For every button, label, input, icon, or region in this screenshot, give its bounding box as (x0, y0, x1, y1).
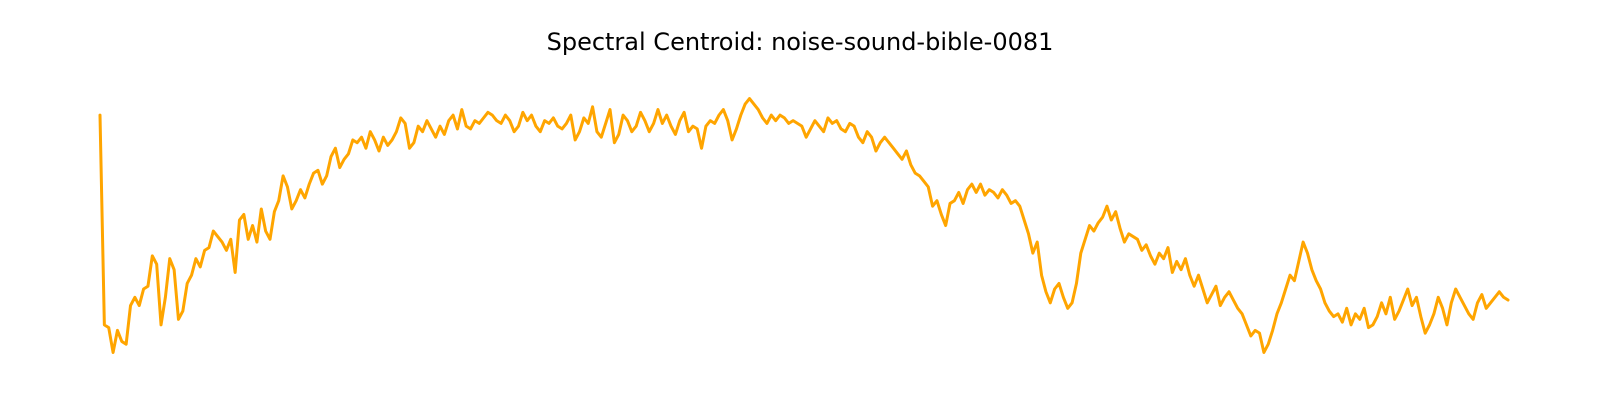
chart-title: Spectral Centroid: noise-sound-bible-008… (546, 28, 1054, 56)
series-line-0 (98, 97, 1510, 354)
plot-area (98, 97, 1510, 354)
